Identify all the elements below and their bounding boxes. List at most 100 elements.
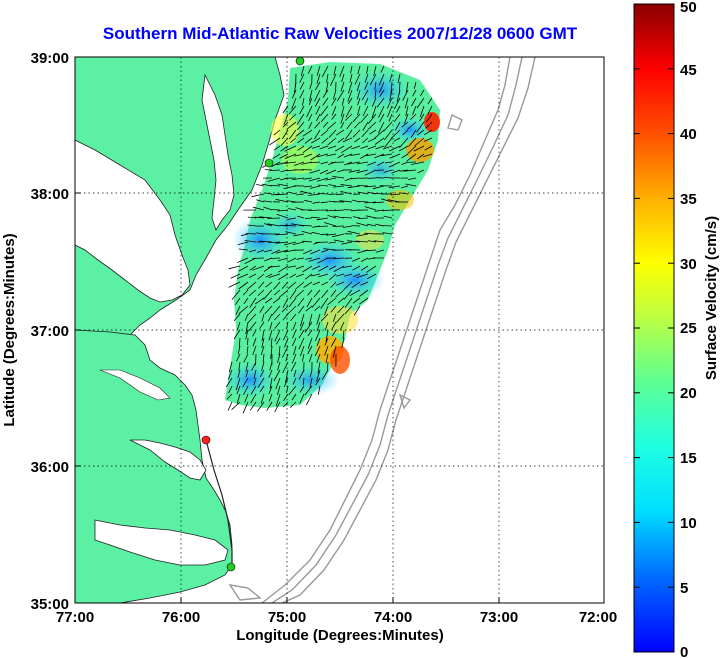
velocity-arrow bbox=[347, 185, 361, 189]
velocity-arrow bbox=[228, 361, 233, 373]
velocity-arrow bbox=[419, 105, 425, 118]
velocity-arrow bbox=[308, 257, 321, 262]
velocity-arrow bbox=[384, 137, 393, 148]
velocity-arrow bbox=[280, 145, 289, 152]
velocity-arrow bbox=[335, 313, 345, 323]
velocity-arrow bbox=[411, 97, 417, 107]
velocity-arrow bbox=[288, 105, 297, 115]
velocity-arrow bbox=[364, 201, 377, 204]
velocity-arrow bbox=[315, 377, 321, 386]
velocity-arrow bbox=[248, 305, 257, 316]
velocity-arrow bbox=[245, 361, 249, 372]
velocity-arrow bbox=[362, 137, 369, 144]
velocity-arrow bbox=[319, 169, 329, 175]
velocity-arrow bbox=[359, 289, 369, 297]
velocity-arrow bbox=[295, 129, 305, 137]
velocity-arrow bbox=[367, 161, 377, 166]
velocity-arrow bbox=[284, 224, 297, 227]
velocity-arrow bbox=[366, 153, 377, 157]
velocity-arrow bbox=[300, 190, 313, 195]
x-tick-label: 74:00 bbox=[374, 609, 412, 626]
velocity-arrow bbox=[235, 297, 241, 305]
velocity-arrow bbox=[425, 113, 433, 123]
velocity-arrow bbox=[349, 73, 353, 83]
velocity-arrow bbox=[340, 121, 345, 129]
velocity-arrow bbox=[288, 297, 297, 308]
velocity-arrow bbox=[257, 377, 265, 388]
velocity-arrow bbox=[340, 184, 353, 187]
velocity-arrow bbox=[257, 401, 265, 412]
velocity-arrow bbox=[327, 297, 337, 306]
velocity-arrow bbox=[326, 361, 329, 371]
velocity-arrow bbox=[390, 81, 393, 95]
x-tick-label: 75:00 bbox=[268, 609, 306, 626]
velocity-arrow bbox=[304, 217, 313, 219]
velocity-arrow bbox=[247, 216, 257, 219]
velocity-arrow bbox=[306, 393, 313, 406]
velocity-arrow bbox=[283, 185, 297, 189]
velocity-arrow bbox=[279, 224, 289, 227]
velocity-arrow bbox=[305, 257, 313, 260]
velocity-arrow bbox=[354, 121, 361, 129]
radar-station-marker bbox=[264, 158, 274, 168]
velocity-arrow bbox=[399, 169, 409, 172]
velocity-arrow bbox=[268, 273, 281, 278]
velocity-arrow bbox=[343, 281, 353, 290]
velocity-arrow bbox=[322, 89, 329, 98]
velocity-arrow bbox=[307, 345, 313, 355]
colorbar bbox=[633, 3, 675, 653]
velocity-arrow bbox=[389, 73, 393, 83]
velocity-arrow bbox=[400, 192, 409, 195]
velocity-arrow bbox=[401, 185, 409, 189]
velocity-arrow bbox=[257, 289, 265, 296]
velocity-arrow bbox=[326, 73, 329, 83]
velocity-arrow bbox=[339, 200, 353, 203]
velocity-arrow bbox=[425, 121, 433, 129]
velocity-arrow bbox=[273, 369, 281, 382]
velocity-arrow bbox=[247, 313, 257, 324]
velocity-arrow bbox=[311, 231, 321, 235]
velocity-arrow bbox=[328, 193, 337, 195]
velocity-arrow bbox=[325, 81, 329, 93]
velocity-arrow bbox=[344, 297, 353, 308]
velocity-arrow bbox=[281, 305, 289, 313]
x-tick-label: 73:00 bbox=[480, 609, 518, 626]
velocity-arrow bbox=[364, 169, 377, 176]
velocity-arrow bbox=[299, 393, 305, 404]
velocity-arrow bbox=[282, 297, 289, 308]
velocity-arrow bbox=[403, 169, 417, 172]
velocity-arrow bbox=[345, 129, 353, 140]
velocity-arrow bbox=[301, 230, 313, 235]
velocity-arrow bbox=[246, 281, 257, 291]
velocity-arrow bbox=[328, 241, 337, 244]
velocity-arrow bbox=[289, 401, 297, 408]
velocity-arrow bbox=[267, 313, 273, 322]
velocity-arrow bbox=[312, 281, 321, 286]
velocity-arrow bbox=[318, 184, 329, 187]
velocity-arrow bbox=[341, 337, 345, 348]
velocity-arrow bbox=[331, 329, 337, 337]
velocity-arrow bbox=[263, 289, 273, 300]
velocity-arrow bbox=[350, 177, 361, 180]
velocity-arrow bbox=[261, 337, 265, 348]
velocity-arrow bbox=[275, 241, 289, 244]
velocity-arrow bbox=[291, 353, 297, 364]
velocity-arrow bbox=[274, 313, 281, 321]
velocity-arrow bbox=[364, 81, 369, 90]
velocity-arrow bbox=[272, 153, 281, 159]
velocity-arrow bbox=[408, 137, 417, 147]
velocity-arrow bbox=[362, 121, 369, 131]
velocity-arrow bbox=[336, 281, 345, 286]
velocity-arrow bbox=[309, 377, 313, 389]
velocity-arrow bbox=[357, 105, 361, 116]
velocity-arrow bbox=[360, 265, 369, 271]
map-title: Southern Mid-Atlantic Raw Velocities 200… bbox=[102, 24, 578, 43]
velocity-arrow bbox=[264, 305, 273, 314]
velocity-arrow bbox=[333, 65, 337, 76]
velocity-arrow bbox=[247, 224, 257, 227]
velocity-arrow bbox=[337, 137, 345, 143]
velocity-arrow bbox=[396, 89, 401, 102]
velocity-arrow bbox=[299, 81, 305, 90]
velocity-arrow bbox=[352, 257, 361, 262]
velocity-arrow bbox=[266, 401, 273, 411]
